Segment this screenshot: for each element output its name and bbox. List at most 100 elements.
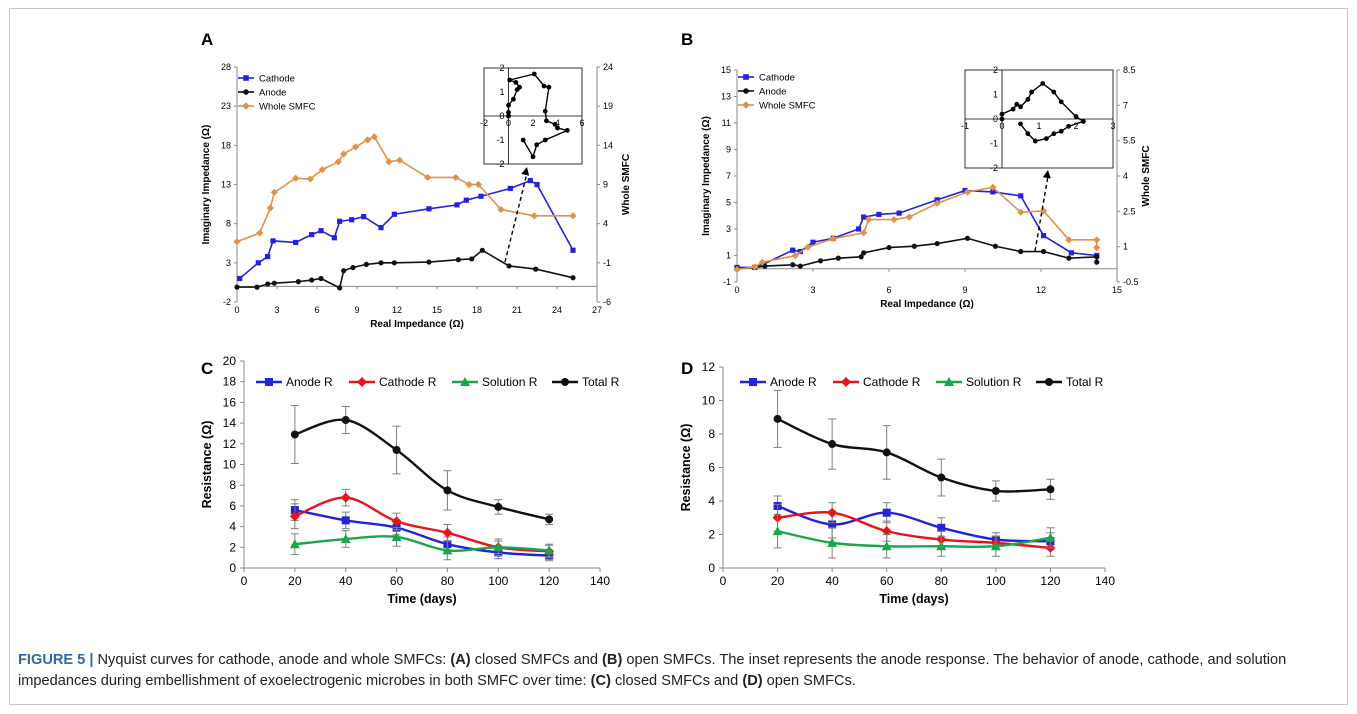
inset-x-tick-label: 4 — [555, 118, 560, 128]
data-point-anode — [1094, 259, 1100, 265]
data-point-solution-r — [493, 542, 504, 552]
series-line-cathode — [239, 179, 574, 280]
data-point-whole — [385, 158, 393, 166]
legend-label-cathode: Cathode — [259, 74, 295, 85]
data-point-total-r — [882, 448, 891, 457]
inset-data-point — [517, 84, 522, 90]
data-point-anode — [992, 243, 999, 249]
y2-tick-label: 2.5 — [1123, 206, 1136, 216]
legend-label-whole: Whole SMFC — [259, 102, 316, 113]
data-point-cathode — [293, 239, 299, 246]
data-point-solution-r — [391, 531, 402, 541]
data-point-total-r — [443, 486, 452, 495]
data-point-cathode — [856, 226, 862, 232]
data-point-cathode-r — [881, 526, 892, 537]
inset-data-point — [542, 137, 548, 143]
panel-letter-d: D — [681, 359, 693, 378]
series-line-anode-r — [294, 508, 550, 557]
x-tick-label: 6 — [886, 285, 891, 295]
inset-x-tick-label: 1 — [1036, 121, 1041, 131]
y-tick-label: 1 — [726, 251, 731, 261]
data-point-solution-r — [1045, 532, 1056, 542]
data-point-cathode-r — [827, 507, 838, 518]
y-tick-label: 12 — [223, 437, 237, 451]
data-point-whole — [465, 180, 473, 189]
data-point-whole — [396, 156, 404, 164]
data-point-whole — [1065, 236, 1073, 244]
inset-y-tick-label: -2 — [990, 163, 998, 173]
inset-y-tick-label: 2 — [993, 65, 998, 75]
legend-marker-cathode — [743, 74, 749, 80]
legend-label-anode-r: Anode R — [770, 375, 817, 389]
y-tick-label: 0 — [708, 561, 715, 575]
inset-data-point — [555, 125, 560, 131]
inset-y-tick-label: 0 — [499, 111, 504, 121]
y-tick-label: 3 — [726, 224, 731, 234]
data-point-cathode — [337, 218, 343, 224]
y-tick-label: 5 — [726, 198, 731, 208]
y-axis-label: Resistance (Ω) — [200, 421, 214, 509]
series-line-whole — [736, 186, 1098, 271]
data-point-whole — [352, 143, 360, 151]
inset-data-point — [541, 83, 547, 89]
inset-data-point — [534, 142, 540, 148]
data-point-whole — [905, 213, 913, 221]
data-point-anode — [265, 281, 271, 287]
inset-y-tick-label: -1 — [496, 135, 504, 145]
series-line-cathode — [737, 189, 1097, 269]
data-point-whole — [933, 199, 941, 207]
x-axis-label: Real Impedance (Ω) — [370, 319, 464, 330]
caption-text-4: closed SMFCs and — [610, 673, 743, 689]
inset-data-point — [1081, 119, 1086, 124]
data-point-total-r — [937, 473, 946, 482]
inset-x-tick-label: -1 — [961, 121, 969, 131]
y2-tick-label: -1 — [603, 258, 611, 268]
data-point-solution-r — [827, 537, 838, 547]
legend-marker-cathode-r — [841, 377, 851, 387]
y-tick-label: 2 — [708, 528, 715, 542]
data-point-whole — [306, 175, 314, 183]
data-point-anode-r — [828, 520, 837, 529]
data-point-anode — [533, 266, 539, 272]
legend-marker-cathode — [243, 75, 249, 81]
inset-data-point — [1051, 89, 1057, 95]
data-point-cathode — [1068, 250, 1074, 256]
legend-label-total-r: Total R — [582, 375, 620, 389]
x-tick-label: 15 — [1112, 285, 1122, 295]
data-point-cathode-r — [289, 511, 300, 522]
data-point-solution-r — [442, 545, 453, 555]
inset-arrow-head — [1042, 170, 1051, 179]
x-tick-label: 100 — [986, 574, 1006, 588]
x-tick-label: 3 — [274, 305, 279, 315]
x-tick-label: 20 — [288, 574, 302, 588]
y-tick-label: 18 — [223, 375, 237, 389]
data-point-whole — [530, 212, 538, 220]
data-point-cathode-r — [442, 527, 453, 538]
data-point-anode — [309, 277, 315, 283]
data-point-anode — [911, 243, 917, 249]
inset-data-point — [511, 96, 516, 102]
data-point-whole — [829, 235, 837, 243]
inset-data-point — [1032, 138, 1038, 144]
data-point-total-r — [290, 430, 299, 439]
inset-y-tick-label: -2 — [496, 159, 504, 169]
data-point-whole — [1017, 208, 1025, 216]
series-line-total-r — [777, 417, 1051, 493]
inset-data-point — [1058, 128, 1064, 134]
x-tick-label: 140 — [590, 574, 610, 588]
data-point-anode — [790, 262, 796, 268]
data-point-whole — [424, 173, 432, 182]
legend-marker-anode — [243, 89, 249, 95]
legend-label-total-r: Total R — [1066, 375, 1104, 389]
data-point-cathode — [318, 228, 324, 234]
x-tick-label: 0 — [720, 574, 727, 588]
x-tick-label: 100 — [488, 574, 508, 588]
data-point-anode — [341, 268, 347, 274]
inset-x-tick-label: -2 — [480, 118, 488, 128]
data-point-anode — [469, 256, 475, 262]
data-point-cathode-r — [340, 492, 351, 503]
x-tick-label: 12 — [1036, 285, 1046, 295]
y2-tick-label: 4 — [1123, 171, 1128, 181]
y-tick-label: 10 — [223, 458, 237, 472]
